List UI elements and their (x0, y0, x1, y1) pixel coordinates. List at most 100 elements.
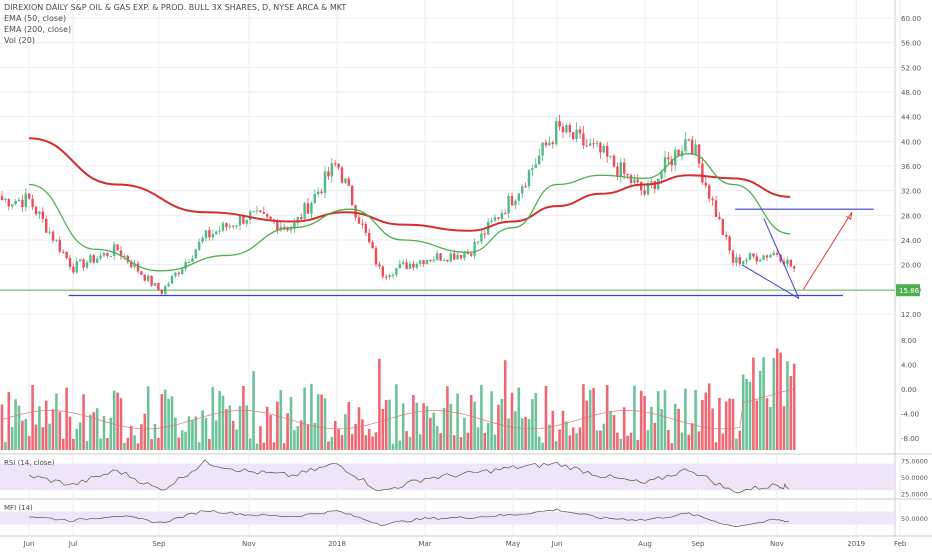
volume-bar (157, 437, 160, 450)
volume-bar (0, 404, 4, 450)
volume-bar (520, 418, 524, 450)
volume-bar (371, 436, 374, 450)
candle-body (738, 257, 741, 264)
volume-bar (55, 393, 58, 450)
volume-bar (728, 398, 731, 450)
candle-body (551, 142, 554, 145)
volume-bar (422, 403, 425, 450)
volume-bar (354, 424, 357, 450)
volume-bar (327, 441, 330, 450)
volume-bar (531, 399, 534, 450)
candle-body (466, 253, 469, 255)
candle-body (368, 232, 371, 243)
price-axis-tick: 40.00 (901, 138, 921, 146)
candle-body (259, 210, 262, 213)
volume-bar (588, 389, 592, 450)
candle-body (521, 186, 524, 194)
candle-body (782, 261, 786, 265)
candle-body (684, 139, 687, 152)
candle-body (463, 253, 466, 259)
volume-bar (262, 442, 266, 450)
candle-body (432, 259, 435, 261)
volume-bar (293, 430, 296, 450)
volume-bar (51, 409, 55, 450)
volume-bar (429, 417, 432, 450)
candle-body (670, 159, 673, 166)
candle-body (147, 275, 150, 281)
volume-bar (667, 429, 670, 450)
volume-bar (7, 391, 11, 450)
candle-body (694, 144, 697, 155)
volume-bar (391, 443, 395, 450)
candle-body (289, 228, 293, 231)
candle-body (357, 217, 361, 224)
volume-bar (609, 410, 612, 450)
volume-bar (374, 432, 378, 450)
volume-bar (517, 387, 521, 450)
candle-body (0, 196, 4, 201)
price-axis-tick: 44.00 (901, 114, 921, 122)
candle-body (623, 162, 626, 174)
time-axis-tick: Sep (152, 540, 166, 548)
volume-bar (762, 357, 765, 450)
candle-body (283, 226, 286, 228)
candle-body (446, 259, 449, 262)
candle-body (340, 167, 344, 183)
candle-body (490, 220, 493, 222)
candle-body (405, 262, 408, 269)
price-axis-tick: 12.00 (901, 311, 921, 319)
target-arrow-head (845, 212, 853, 220)
candle-body (201, 237, 204, 242)
volume-bar (143, 413, 147, 450)
candle-body (34, 206, 38, 215)
volume-bar (449, 403, 453, 450)
volume-bar (68, 416, 72, 450)
candle-body (106, 252, 109, 256)
volume-bar (337, 428, 340, 450)
volume-bar (14, 399, 17, 450)
candle-body (45, 218, 48, 233)
volume-bar (442, 407, 446, 450)
volume-bar (211, 387, 215, 450)
candle-body (391, 274, 395, 276)
candle-body (191, 258, 194, 262)
volume-bar (82, 394, 85, 450)
volume-bar (480, 384, 483, 450)
volume-bar (129, 425, 133, 450)
volume-bar (231, 420, 235, 450)
time-axis-tick: Jun (23, 540, 35, 548)
candle-body (24, 193, 27, 208)
candle-body (238, 216, 242, 226)
volume-bar (473, 401, 476, 450)
volume-bar (721, 433, 725, 450)
volume-bar (459, 437, 463, 450)
volume-bar (571, 427, 575, 450)
volume-bar (653, 422, 657, 450)
volume-bar (367, 428, 371, 450)
candle-body (296, 217, 299, 223)
candle-body (755, 256, 758, 262)
volume-axis-tick: 8.00 (901, 337, 917, 345)
time-axis-tick: 2019 (847, 540, 865, 548)
candle-body (429, 259, 432, 261)
volume-bar (595, 430, 599, 450)
candle-body (378, 264, 381, 267)
wedge-upper-line (763, 218, 800, 299)
volume-bar (687, 434, 691, 450)
volume-bar (61, 438, 65, 450)
volume-bar (316, 394, 320, 450)
candle-body (636, 179, 639, 183)
volume-bar (439, 433, 442, 450)
volume-bar (405, 431, 408, 450)
candle-body (748, 253, 752, 260)
candle-body (361, 223, 364, 225)
volume-bar (660, 409, 663, 450)
candle-body (245, 219, 248, 224)
candle-body (718, 216, 721, 219)
volume-bar (289, 396, 293, 450)
candle-body (480, 233, 483, 242)
volume-bar (398, 440, 402, 450)
volume-bar (265, 406, 269, 450)
candle-body (62, 251, 65, 253)
